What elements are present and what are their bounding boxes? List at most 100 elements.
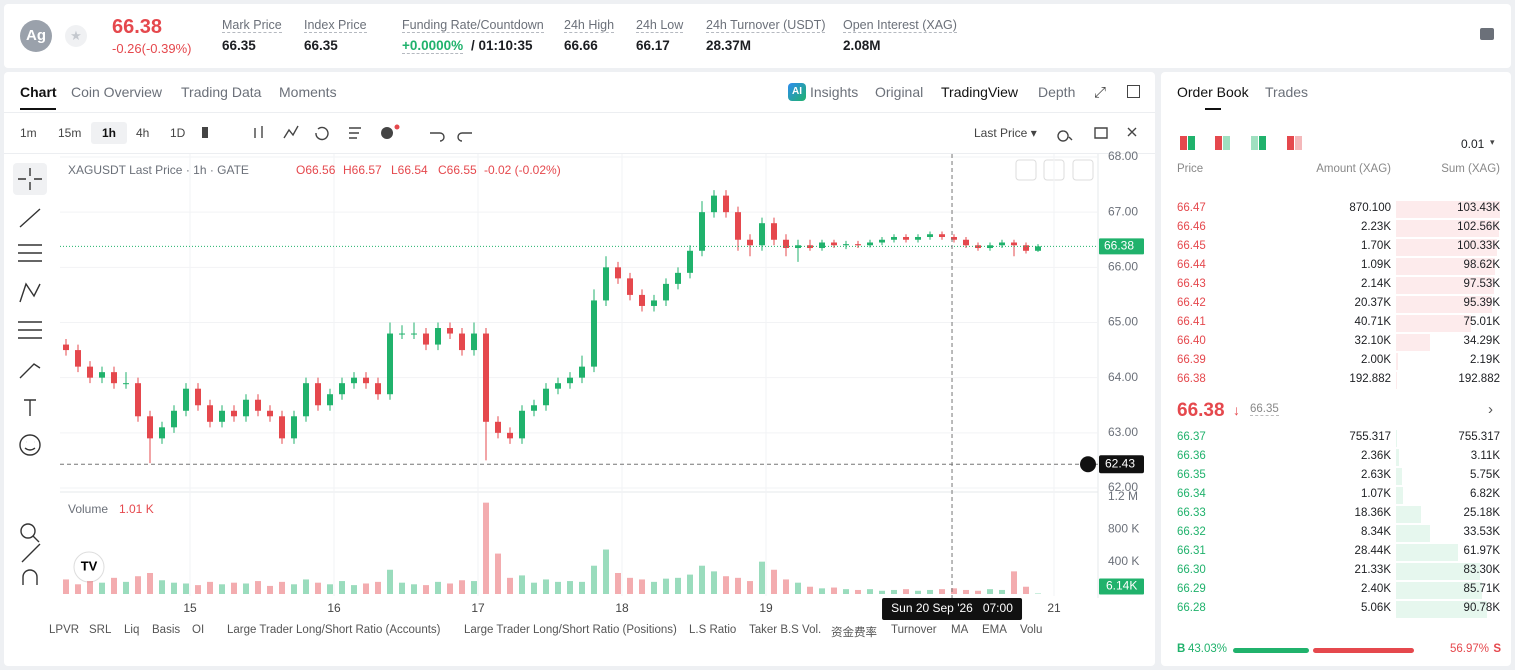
fullscreen-icon[interactable]: ⤢ bbox=[1094, 84, 1107, 101]
tab[interactable]: Coin Overview bbox=[71, 84, 163, 100]
view-tab[interactable]: Insights bbox=[810, 84, 859, 100]
candle-body bbox=[423, 333, 429, 345]
interval[interactable]: 4h bbox=[136, 126, 150, 140]
book-price[interactable]: 66.42 bbox=[1177, 297, 1206, 309]
tab[interactable]: Chart bbox=[20, 84, 57, 100]
precision[interactable]: 0.01 bbox=[1461, 137, 1485, 151]
candle-body bbox=[483, 333, 489, 422]
indicator-tab[interactable]: LPVR bbox=[49, 624, 80, 636]
book-price[interactable]: 66.30 bbox=[1177, 564, 1206, 576]
book-price[interactable]: 66.44 bbox=[1177, 259, 1206, 271]
book-price[interactable]: 66.37 bbox=[1177, 431, 1206, 443]
book-price[interactable]: 66.47 bbox=[1177, 202, 1206, 214]
book-view-icon[interactable] bbox=[1223, 136, 1230, 150]
indicator-tab[interactable]: Taker B.S Vol. bbox=[749, 624, 822, 636]
price-source[interactable]: Last Price ▾ bbox=[974, 126, 1037, 140]
view-tab[interactable]: Depth bbox=[1038, 84, 1076, 100]
volume-bar bbox=[711, 571, 717, 594]
volume-bar bbox=[951, 588, 957, 594]
depth-bar bbox=[1396, 258, 1496, 275]
chart: TV 62.00 63.00 64.00 65.00 66.00 67.00 68.00 15… bbox=[13, 122, 1144, 620]
volume-bar bbox=[135, 576, 141, 594]
indicator-tab[interactable]: L.S Ratio bbox=[689, 624, 737, 636]
book-view-icon[interactable] bbox=[1295, 136, 1302, 150]
book-view-icon[interactable] bbox=[1287, 136, 1294, 150]
volume-bar bbox=[747, 581, 753, 594]
volume-bar bbox=[267, 585, 273, 594]
ohlc-value: C66.55 bbox=[438, 163, 477, 177]
book-price[interactable]: 66.40 bbox=[1177, 335, 1206, 347]
candle-body bbox=[735, 212, 741, 240]
view-tab[interactable]: TradingView bbox=[941, 84, 1019, 100]
book-view-icon[interactable] bbox=[1251, 136, 1258, 150]
interval[interactable]: 1m bbox=[20, 126, 37, 140]
volume-bar bbox=[411, 584, 417, 594]
indicator-tab[interactable]: Large Trader Long/Short Ratio (Accounts) bbox=[227, 624, 441, 636]
indicator-tab[interactable]: SRL bbox=[89, 624, 112, 636]
book-view-icon[interactable] bbox=[1215, 136, 1222, 150]
indicator-tab[interactable]: Liq bbox=[124, 624, 140, 636]
book-amount: 20.37K bbox=[1354, 297, 1391, 309]
window-icon[interactable] bbox=[1127, 85, 1140, 98]
volume-bar bbox=[819, 588, 825, 594]
book-amount: 2.40K bbox=[1360, 583, 1391, 595]
book-price[interactable]: 66.46 bbox=[1177, 221, 1206, 233]
indicator-tab[interactable]: Large Trader Long/Short Ratio (Positions… bbox=[464, 624, 677, 636]
book-price[interactable]: 66.31 bbox=[1177, 545, 1206, 557]
book-price[interactable]: 66.41 bbox=[1177, 316, 1206, 328]
book-price[interactable]: 66.32 bbox=[1177, 526, 1206, 538]
indicator-tab[interactable]: Turnover bbox=[891, 624, 937, 636]
book-view-icon[interactable] bbox=[1180, 136, 1187, 150]
candle-body bbox=[723, 195, 729, 213]
indicator-tab[interactable]: OI bbox=[192, 624, 205, 636]
book-price[interactable]: 66.43 bbox=[1177, 278, 1206, 290]
interval[interactable]: 1h bbox=[102, 126, 117, 140]
favorite-star[interactable]: ★ bbox=[65, 25, 87, 47]
interval[interactable]: 15m bbox=[58, 126, 82, 140]
book-price[interactable]: 66.38 bbox=[1177, 373, 1206, 385]
indicator-tab[interactable]: 资金费率 bbox=[831, 627, 877, 639]
book-price[interactable]: 66.28 bbox=[1177, 602, 1206, 614]
volume-bar bbox=[531, 582, 537, 594]
menu-icon[interactable] bbox=[1480, 28, 1494, 40]
book-sum: 33.53K bbox=[1463, 526, 1500, 538]
book-price[interactable]: 66.36 bbox=[1177, 450, 1206, 462]
book-price[interactable]: 66.34 bbox=[1177, 488, 1206, 500]
candle-body bbox=[1035, 246, 1041, 251]
stat-value: / 01:10:35 bbox=[471, 38, 533, 53]
volume-bar bbox=[255, 581, 261, 594]
chart-button[interactable] bbox=[1015, 159, 1037, 181]
interval[interactable]: 1D bbox=[170, 126, 186, 140]
book-amount: 2.23K bbox=[1360, 221, 1391, 233]
tab[interactable]: Trading Data bbox=[181, 84, 262, 100]
book-sum: 97.53K bbox=[1463, 278, 1500, 290]
depth-bar bbox=[1396, 220, 1500, 237]
book-price[interactable]: 66.39 bbox=[1177, 354, 1206, 366]
book-price[interactable]: 66.35 bbox=[1177, 469, 1206, 481]
more-arrow[interactable]: › bbox=[1488, 401, 1493, 418]
book-price[interactable]: 66.33 bbox=[1177, 507, 1206, 519]
tab[interactable]: Moments bbox=[279, 84, 337, 100]
book-view-icon[interactable] bbox=[1259, 136, 1266, 150]
book-price[interactable]: 66.29 bbox=[1177, 583, 1206, 595]
stat-label: Funding Rate/Countdown bbox=[402, 18, 544, 33]
chart-button[interactable] bbox=[1072, 159, 1094, 181]
book-tab[interactable]: Order Book bbox=[1177, 84, 1249, 100]
indicator-tab[interactable]: EMA bbox=[982, 624, 1007, 636]
indicator-tab[interactable]: Volu bbox=[1020, 624, 1043, 636]
x-tick-label: 17 bbox=[471, 601, 485, 615]
crosshair-price-box bbox=[1099, 455, 1144, 474]
candle-body bbox=[711, 195, 717, 213]
indicator-tab[interactable]: MA bbox=[951, 624, 969, 636]
book-view-icon[interactable] bbox=[1188, 136, 1195, 150]
ai-icon: AI bbox=[788, 83, 806, 101]
book-price[interactable]: 66.45 bbox=[1177, 240, 1206, 252]
indicator-tab[interactable]: Basis bbox=[152, 624, 181, 636]
view-tab[interactable]: Original bbox=[875, 84, 924, 100]
book-tab[interactable]: Trades bbox=[1265, 84, 1309, 100]
volume-bar bbox=[867, 589, 873, 594]
candle-body bbox=[183, 388, 189, 411]
depth-bar bbox=[1396, 449, 1400, 466]
book-sum: 103.43K bbox=[1457, 202, 1500, 214]
candle-body bbox=[231, 410, 237, 417]
